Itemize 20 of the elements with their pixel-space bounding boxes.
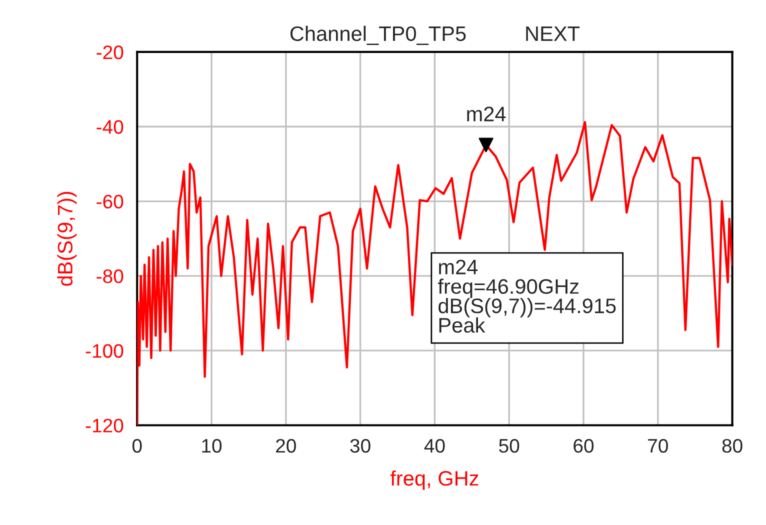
y-tick-label: -20	[96, 45, 124, 60]
x-tick-label: 10	[202, 438, 222, 453]
x-tick-label: 80	[722, 438, 742, 453]
y-axis-title: dB(S(9,7))	[57, 192, 77, 286]
x-tick-label: 50	[499, 438, 520, 453]
y-tick-label: -60	[96, 194, 124, 209]
annotation: m24 freq=46.90GHz dB(S(9,7))=-44.915 Peak	[438, 260, 616, 333]
y-tick-label: -80	[96, 269, 124, 284]
x-axis-title: freq, GHz	[390, 470, 478, 490]
x-tick-label: 0	[132, 438, 142, 453]
x-tick-label: 40	[424, 438, 445, 453]
x-tick-label: 60	[574, 438, 594, 453]
x-tick-label: 30	[350, 438, 370, 453]
annotation: m24	[467, 106, 506, 122]
y-tick-label: -40	[96, 120, 124, 134]
x-tick-label: 20	[276, 438, 296, 453]
y-tick-label: -120	[86, 418, 124, 432]
x-tick-label: 70	[648, 438, 668, 453]
y-tick-label: -100	[86, 344, 124, 358]
chart-title: Channel_TP0_TP5 NEXT	[290, 26, 580, 46]
